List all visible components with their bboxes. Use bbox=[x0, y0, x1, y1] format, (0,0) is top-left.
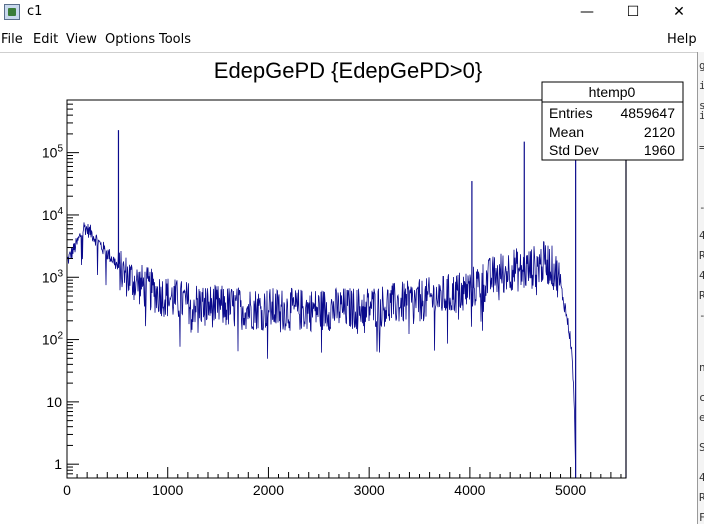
chart-title: EdepGePD {EdepGePD>0} bbox=[214, 58, 482, 83]
y-tick-label: 1 bbox=[54, 456, 62, 472]
stats-label-entries: Entries bbox=[549, 105, 593, 121]
x-tick-label: 0 bbox=[63, 482, 71, 498]
plot-frame bbox=[66, 99, 627, 479]
x-tick-label: 5000 bbox=[555, 482, 586, 498]
x-tick-label: 3000 bbox=[354, 482, 385, 498]
menu-edit[interactable]: Edit bbox=[33, 32, 59, 47]
y-tick-label: 104 bbox=[42, 206, 64, 223]
stats-value-mean: 2120 bbox=[644, 124, 675, 140]
menu-tools[interactable]: Tools bbox=[159, 32, 192, 47]
menubar: File Edit View Options Tools Help bbox=[0, 30, 704, 50]
x-tick-label: 4000 bbox=[454, 482, 485, 498]
root-app-icon bbox=[4, 4, 20, 20]
minimize-button[interactable]: — bbox=[580, 4, 594, 20]
stats-box-title: htemp0 bbox=[589, 84, 636, 100]
y-tick-label: 10 bbox=[46, 394, 62, 410]
stats-label-stddev: Std Dev bbox=[549, 142, 599, 158]
maximize-button[interactable]: ☐ bbox=[626, 4, 640, 20]
menu-help[interactable]: Help bbox=[667, 32, 697, 47]
stats-value-stddev: 1960 bbox=[644, 142, 675, 158]
y-tick-label: 102 bbox=[42, 331, 64, 348]
window-titlebar: c1 — ☐ ✕ bbox=[0, 0, 704, 26]
menu-file[interactable]: File bbox=[1, 32, 23, 47]
window-title: c1 bbox=[27, 4, 43, 19]
menu-options[interactable]: Options bbox=[105, 32, 156, 47]
histogram-plot[interactable]: EdepGePD {EdepGePD>0} 0 1000 2000 3000 4000 5… bbox=[0, 53, 697, 524]
stats-label-mean: Mean bbox=[549, 124, 584, 140]
background-terminal-strip: g i s i = - 4 R 4 R - n c e S 4 R F bbox=[697, 52, 704, 524]
root-canvas[interactable]: EdepGePD {EdepGePD>0} 0 1000 2000 3000 4000 5… bbox=[0, 53, 697, 524]
histogram-line bbox=[66, 222, 576, 479]
stats-box[interactable]: htemp0 Entries 4859647 Mean 2120 Std Dev… bbox=[541, 81, 684, 161]
x-tick-label: 2000 bbox=[253, 482, 284, 498]
x-tick-label: 1000 bbox=[152, 482, 183, 498]
y-tick-label: 105 bbox=[42, 144, 64, 161]
menu-view[interactable]: View bbox=[66, 32, 97, 47]
menu-divider bbox=[0, 52, 697, 53]
stats-value-entries: 4859647 bbox=[620, 105, 675, 121]
close-button[interactable]: ✕ bbox=[673, 4, 685, 20]
y-tick-label: 103 bbox=[42, 268, 64, 285]
axes-layer: 0 1000 2000 3000 4000 5000 1 10 102 103 104 105 bbox=[42, 99, 622, 498]
stats-box-frame bbox=[541, 81, 684, 161]
